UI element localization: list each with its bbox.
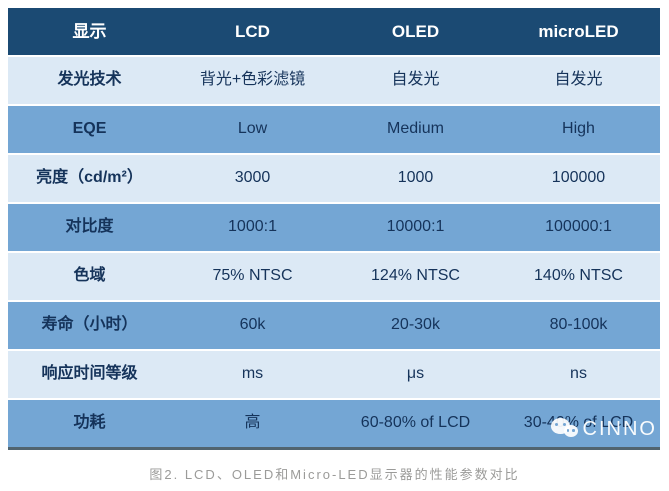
cell: 高: [244, 414, 261, 432]
cell: 75% NTSC: [212, 267, 293, 285]
cell: 124% NTSC: [371, 267, 460, 285]
cell: μs: [406, 365, 425, 383]
header-cell-microled: microLED: [538, 21, 619, 41]
row-label: 功耗: [73, 414, 106, 432]
table-row: 色域 75% NTSC 124% NTSC 140% NTSC: [8, 253, 660, 300]
header-cell-lcd: LCD: [235, 21, 270, 41]
cell: 60-80% of LCD: [360, 414, 471, 432]
table-row: 响应时间等级 ms μs ns: [8, 351, 660, 398]
cell: ms: [241, 365, 264, 383]
cell: 3000: [234, 169, 271, 187]
row-label: 寿命（小时）: [41, 316, 138, 334]
cell: 自发光: [554, 71, 603, 89]
cell: ns: [570, 365, 587, 383]
row-label: 色域: [73, 267, 106, 285]
cell: High: [562, 120, 595, 138]
cell: 1000:1: [228, 218, 277, 236]
table-row: 发光技术 背光+色彩滤镜 自发光 自发光: [8, 57, 660, 104]
cell: 20-30k: [391, 316, 440, 334]
cell: 30-40% of LCD: [523, 414, 634, 432]
row-label: EQE: [72, 120, 107, 138]
row-label: 对比度: [65, 218, 114, 236]
cell: 1000: [397, 169, 434, 187]
cell: 10000:1: [386, 218, 445, 236]
table-row: 寿命（小时） 60k 20-30k 80-100k: [8, 302, 660, 349]
cell: Low: [237, 120, 268, 138]
row-label: 亮度（cd/m²）: [36, 169, 143, 187]
cell: 140% NTSC: [534, 267, 623, 285]
header-cell-display: 显示: [72, 21, 107, 41]
cell: 100000:1: [545, 218, 612, 236]
cell: 背光+色彩滤镜: [199, 71, 306, 89]
comparison-table: 显示 LCD OLED microLED 发光技术 背光+色彩滤镜 自发光 自发…: [8, 8, 660, 450]
header-cell-oled: OLED: [391, 21, 440, 41]
cell: 80-100k: [549, 316, 608, 334]
table-row: 亮度（cd/m²） 3000 1000 100000: [8, 155, 660, 202]
table-row: EQE Low Medium High: [8, 106, 660, 153]
cell: Medium: [387, 120, 444, 138]
table-header-row: 显示 LCD OLED microLED: [8, 8, 660, 55]
table-bottom-border: [8, 447, 660, 450]
cell: 100000: [551, 169, 606, 187]
figure-caption: 图2. LCD、OLED和Micro-LED显示器的性能参数对比: [149, 467, 520, 482]
row-label: 发光技术: [57, 71, 122, 89]
table-row: 功耗 高 60-80% of LCD 30-40% of LCD: [8, 400, 660, 447]
table-row: 对比度 1000:1 10000:1 100000:1: [8, 204, 660, 251]
cell: 60k: [239, 316, 266, 334]
row-label: 响应时间等级: [41, 365, 138, 383]
cell: 自发光: [391, 71, 440, 89]
